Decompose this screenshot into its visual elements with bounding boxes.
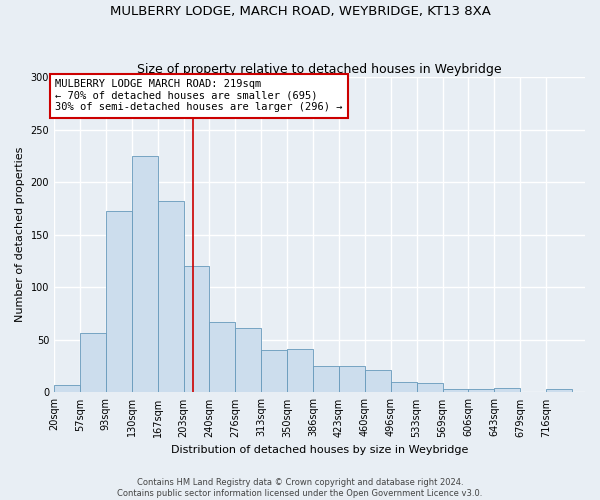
Bar [209,322,235,392]
Bar [494,388,520,392]
Bar [261,350,287,393]
Bar [469,390,494,392]
Bar [365,370,391,392]
Bar [443,390,469,392]
Text: MULBERRY LODGE MARCH ROAD: 219sqm
← 70% of detached houses are smaller (695)
30%: MULBERRY LODGE MARCH ROAD: 219sqm ← 70% … [55,80,343,112]
Bar [158,201,184,392]
Bar [54,385,80,392]
Bar [391,382,416,392]
Text: Contains HM Land Registry data © Crown copyright and database right 2024.
Contai: Contains HM Land Registry data © Crown c… [118,478,482,498]
Bar [235,328,261,392]
X-axis label: Distribution of detached houses by size in Weybridge: Distribution of detached houses by size … [171,445,468,455]
Bar [132,156,158,392]
Bar [184,266,209,392]
Bar [546,390,572,392]
Bar [287,350,313,393]
Bar [416,383,443,392]
Bar [80,332,106,392]
Y-axis label: Number of detached properties: Number of detached properties [15,147,25,322]
Text: MULBERRY LODGE, MARCH ROAD, WEYBRIDGE, KT13 8XA: MULBERRY LODGE, MARCH ROAD, WEYBRIDGE, K… [110,5,490,18]
Title: Size of property relative to detached houses in Weybridge: Size of property relative to detached ho… [137,63,502,76]
Bar [339,366,365,392]
Bar [106,210,132,392]
Bar [313,366,339,392]
